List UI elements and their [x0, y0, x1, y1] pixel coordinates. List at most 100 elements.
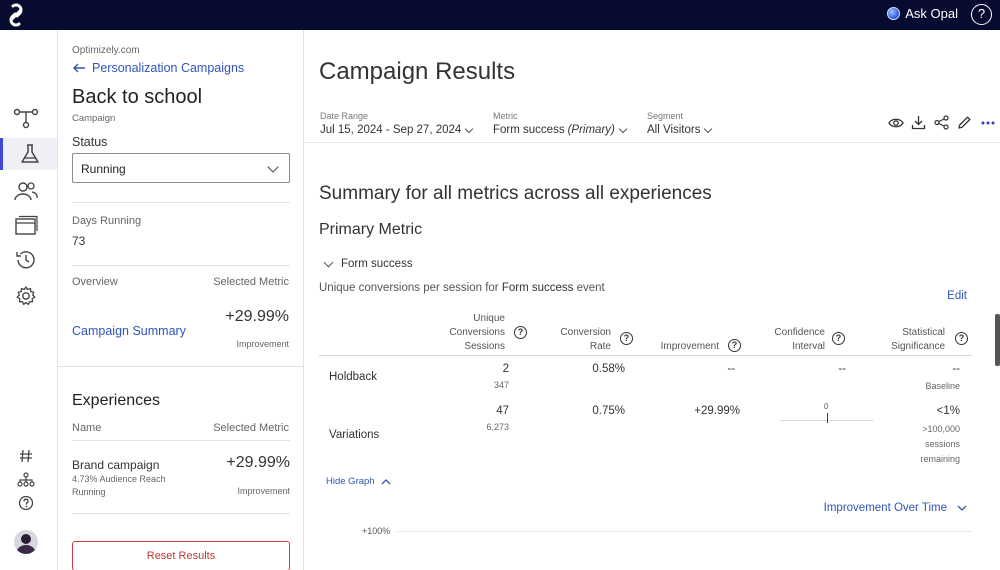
chevron-down-icon — [704, 124, 713, 133]
divider — [72, 513, 290, 514]
edit-link[interactable]: Edit — [947, 290, 967, 302]
row-conversions: 2 — [502, 363, 509, 375]
chevron-down-icon — [267, 161, 279, 173]
graph-y-tick: +100% — [362, 526, 391, 536]
experience-sub: Improvement — [237, 486, 290, 496]
opal-icon — [887, 7, 901, 20]
hierarchy-icon[interactable] — [12, 470, 40, 490]
primary-metric-heading: Primary Metric — [319, 221, 423, 238]
chevron-up-icon — [381, 479, 391, 485]
status-value: Running — [81, 162, 126, 176]
row-significance-sub: >100,000 sessions remaining — [920, 422, 960, 467]
segment-filter[interactable]: Segment All Visitors — [647, 111, 713, 136]
confidence-interval-graphic: 0 — [780, 402, 874, 426]
metric-filter[interactable]: Metric Form success (Primary) — [493, 111, 628, 136]
help-question-icon[interactable]: ? — [514, 326, 527, 339]
metric-desc-suffix: event — [573, 282, 605, 294]
audiences-icon[interactable] — [12, 177, 40, 205]
row-significance: -- — [952, 363, 960, 375]
graph-type-select[interactable]: Improvement Over Time — [824, 502, 967, 514]
table-header-divider — [319, 355, 972, 356]
col-conversions-header: Unique Conversions Sessions — [429, 312, 505, 354]
row-significance-sub-line1: >100,000 — [922, 424, 960, 434]
col-significance-line2: Significance — [891, 341, 945, 352]
segment-value: All Visitors — [647, 124, 701, 136]
date-range-label: Date Range — [320, 111, 369, 121]
row-rate: 0.75% — [592, 405, 625, 417]
experiments-flask-icon[interactable] — [0, 138, 57, 170]
status-select[interactable]: Running — [72, 153, 290, 183]
divider — [305, 142, 1000, 143]
hashtag-icon[interactable] — [12, 446, 40, 466]
hide-graph-toggle[interactable]: Hide Graph — [326, 476, 391, 487]
help-icon[interactable]: ? — [971, 4, 992, 25]
table-row: Variations 47 6,273 0.75% +29.99% 0 <1% … — [319, 400, 972, 466]
nav-rail — [0, 30, 58, 570]
scrollbar[interactable] — [995, 314, 1000, 366]
pencil-edit-icon[interactable] — [956, 114, 973, 131]
back-link[interactable]: Personalization Campaigns — [72, 61, 244, 75]
share-icon[interactable] — [933, 114, 950, 131]
experience-name: Brand campaign — [72, 458, 160, 472]
help-question-icon[interactable]: ? — [728, 339, 741, 352]
optimizely-logo-icon[interactable] — [4, 2, 28, 28]
summary-improvement-sub: Improvement — [236, 339, 289, 349]
row-improvement: -- — [727, 363, 735, 375]
metric-collapse-toggle[interactable]: Form success — [323, 257, 413, 270]
row-significance: <1% — [936, 405, 960, 417]
metric-suffix: (Primary) — [567, 124, 615, 136]
row-confidence: -- — [838, 363, 846, 375]
col-rate-header: Conversion Rate — [545, 326, 611, 354]
divider — [72, 440, 290, 441]
flow-icon[interactable] — [12, 104, 40, 132]
graph-gridline — [397, 531, 972, 532]
col-improvement-header: Improvement — [660, 341, 719, 352]
help-question-icon[interactable]: ? — [620, 332, 633, 345]
chevron-down-icon — [957, 505, 967, 511]
col-confidence-header: Confidence Interval — [745, 326, 825, 354]
date-range-value: Jul 15, 2024 - Sep 27, 2024 — [320, 124, 462, 136]
selected-metric-label: Selected Metric — [213, 276, 289, 288]
col-conversions-line3: Sessions — [464, 341, 505, 352]
chevron-down-icon — [323, 257, 334, 268]
segment-label: Segment — [647, 111, 684, 121]
metric-desc-event: Form success — [501, 282, 574, 294]
help-question-icon[interactable]: ? — [832, 332, 845, 345]
download-icon[interactable] — [910, 114, 927, 131]
settings-gear-icon[interactable] — [12, 282, 40, 310]
chevron-down-icon — [618, 124, 628, 133]
history-icon[interactable] — [12, 246, 40, 274]
eye-icon[interactable] — [887, 114, 904, 131]
page-title: Campaign Results — [319, 58, 516, 85]
divider — [58, 366, 304, 367]
experience-row[interactable]: Brand campaign 4.73% Audience Reach Runn… — [72, 454, 290, 503]
arrow-left-icon — [73, 63, 85, 73]
help-question-icon[interactable]: ? — [955, 332, 968, 345]
summary-improvement-value: +29.99% — [225, 308, 289, 325]
metric-value: Form success — [493, 124, 565, 136]
experience-state: Running — [72, 487, 106, 497]
pages-window-icon[interactable] — [12, 212, 40, 240]
row-name: Holdback — [329, 371, 377, 383]
user-avatar[interactable] — [14, 530, 38, 554]
table-row: Holdback 2 347 0.58% -- -- -- Baseline — [319, 358, 972, 396]
col-significance-line1: Statistical — [902, 327, 945, 338]
help-circle-icon[interactable] — [12, 493, 40, 513]
campaign-panel: Optimizely.com Personalization Campaigns… — [58, 30, 304, 570]
campaign-summary-link[interactable]: Campaign Summary — [72, 324, 186, 338]
divider — [72, 202, 290, 203]
row-significance-sub: Baseline — [925, 381, 960, 391]
row-conversions: 47 — [496, 405, 509, 417]
reset-results-button[interactable]: Reset Results — [72, 541, 290, 570]
results-main: Campaign Results Date Range Jul 15, 2024… — [305, 30, 1000, 570]
metric-description: Unique conversions per session for Form … — [319, 282, 605, 294]
col-significance-header: Statistical Significance — [855, 326, 945, 354]
more-options-icon[interactable] — [979, 114, 996, 131]
date-range-filter[interactable]: Date Range Jul 15, 2024 - Sep 27, 2024 — [320, 111, 474, 136]
experience-value: +29.99% — [226, 454, 290, 471]
summary-heading: Summary for all metrics across all exper… — [319, 183, 712, 204]
exp-name-header: Name — [72, 422, 102, 434]
ask-opal-button[interactable]: Ask Opal — [887, 6, 958, 21]
col-confidence-line2: Interval — [792, 341, 825, 352]
col-rate-line2: Rate — [589, 341, 611, 352]
